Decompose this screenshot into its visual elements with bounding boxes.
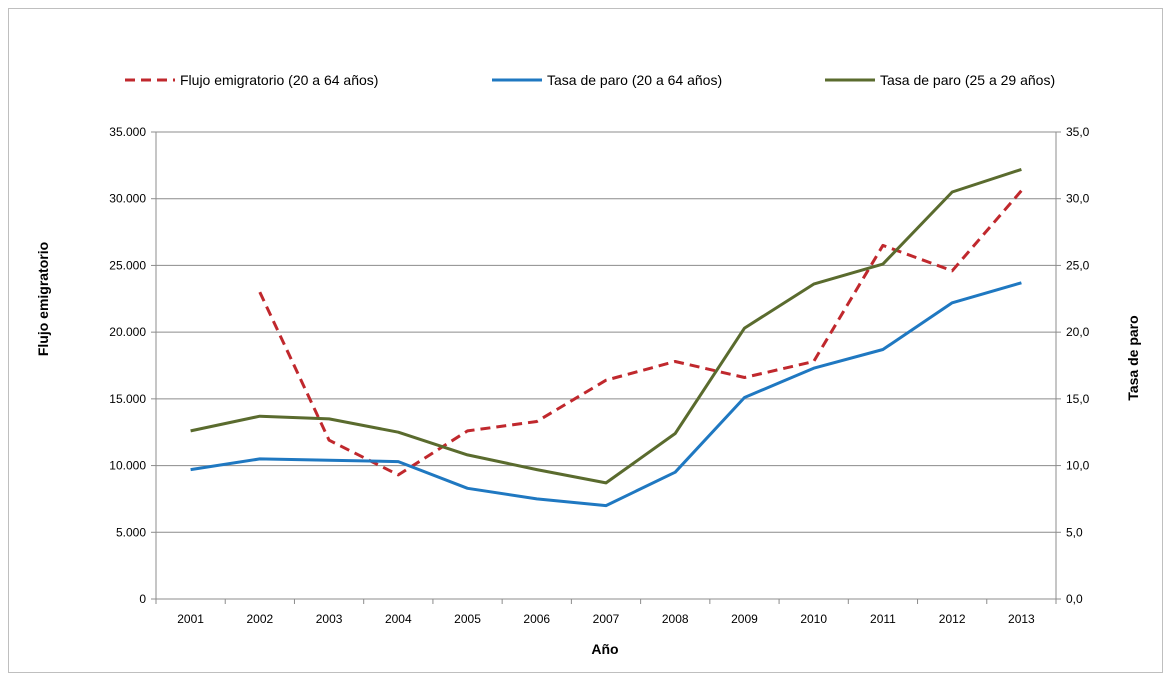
series-line-3: [190, 167, 1022, 485]
left-tick-label: 5.000: [116, 525, 146, 539]
legend-label-1: Flujo emigratorio (20 a 64 años): [180, 72, 378, 88]
legend-label-3: Tasa de paro (25 a 29 años): [880, 72, 1055, 88]
left-tick-label: 20.000: [109, 325, 146, 339]
right-axis-title: Tasa de paro: [1125, 315, 1141, 400]
right-tick-label: 35,0: [1066, 125, 1090, 139]
left-tick-label: 15.000: [109, 392, 146, 406]
left-tick-label: 25.000: [109, 258, 146, 272]
x-tick-label: 2008: [662, 612, 689, 626]
gridlines: [156, 131, 1056, 533]
series-lines: [190, 167, 1023, 508]
series-line-2: [190, 281, 1022, 508]
x-tick-label: 2001: [177, 612, 204, 626]
axes: 0 0,0 5.000 5,0 10.000 10,0 15.000 15,0 20.000 20…: [109, 125, 1089, 626]
left-tick-label: 10.000: [109, 459, 146, 473]
x-tick-label: 2003: [316, 612, 343, 626]
x-tick-label: 2004: [385, 612, 412, 626]
right-tick-label: 30,0: [1066, 192, 1090, 206]
right-tick-label: 25,0: [1066, 258, 1090, 272]
left-tick-label: 35.000: [109, 125, 146, 139]
chart-frame: [8, 8, 1163, 673]
x-axis-title: Año: [591, 641, 618, 657]
x-tick-label: 2012: [939, 612, 966, 626]
x-tick-label: 2010: [800, 612, 827, 626]
legend: Flujo emigratorio (20 a 64 años) Tasa de …: [125, 72, 1055, 88]
x-tick-label: 2011: [870, 612, 896, 626]
x-tick-label: 2009: [731, 612, 758, 626]
right-tick-label: 0,0: [1066, 592, 1083, 606]
right-tick-label: 20,0: [1066, 325, 1090, 339]
right-tick-label: 10,0: [1066, 459, 1090, 473]
x-tick-label: 2007: [593, 612, 620, 626]
series-line-1: [258, 189, 1023, 477]
left-tick-label: 30.000: [109, 192, 146, 206]
legend-label-2: Tasa de paro (20 a 64 años): [547, 72, 722, 88]
x-tick-label: 2005: [454, 612, 481, 626]
right-tick-label: 15,0: [1066, 392, 1090, 406]
right-tick-label: 5,0: [1066, 525, 1083, 539]
x-tick-label: 2006: [523, 612, 550, 626]
left-axis-title: Flujo emigratorio: [35, 242, 51, 356]
left-tick-label: 0: [139, 592, 146, 606]
x-tick-label: 2013: [1008, 612, 1035, 626]
x-tick-label: 2002: [246, 612, 273, 626]
